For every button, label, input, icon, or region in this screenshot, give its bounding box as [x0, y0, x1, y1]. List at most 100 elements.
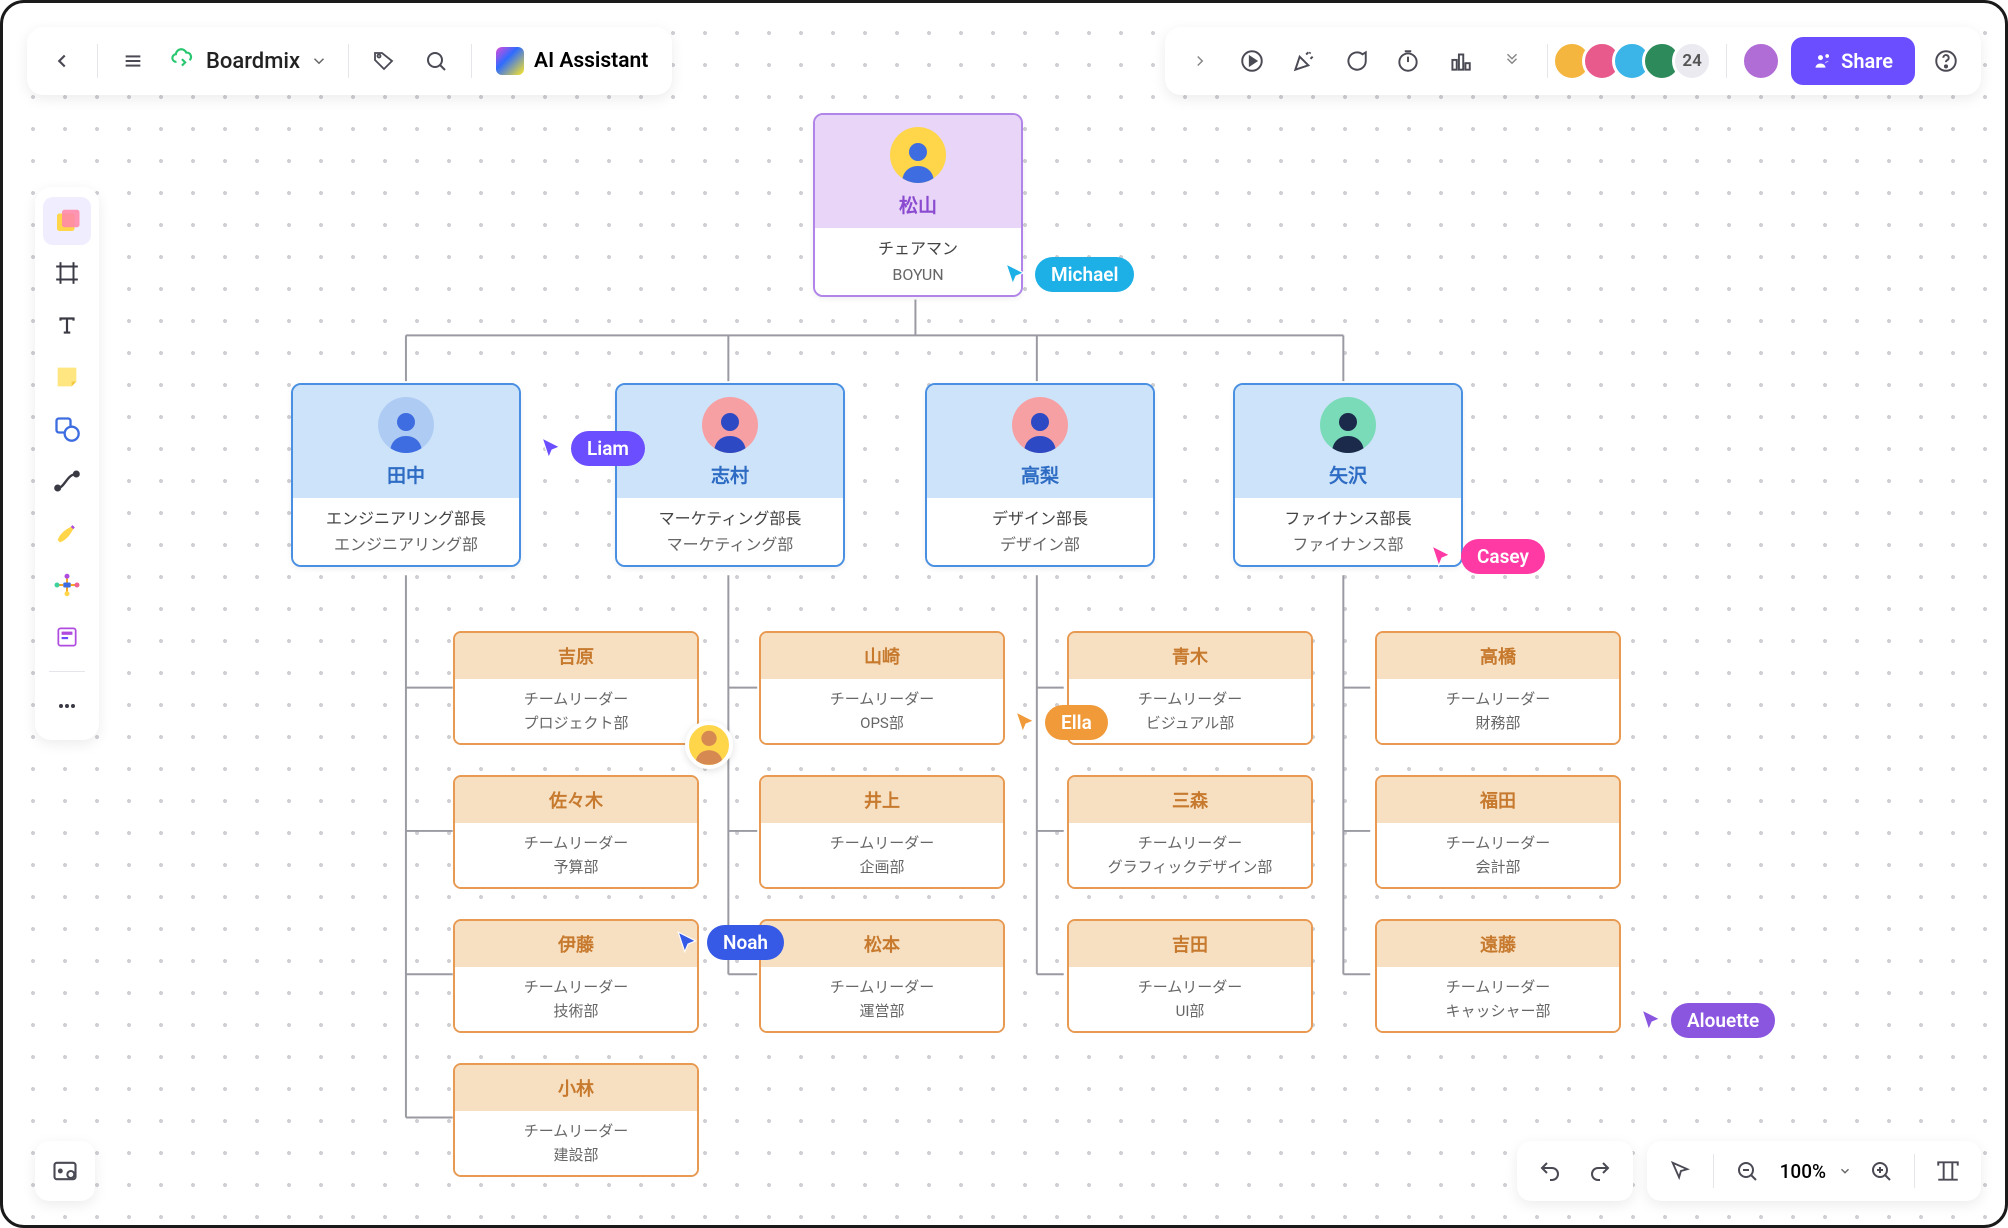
zoom-in-button[interactable]	[1860, 1150, 1902, 1192]
sticky-tool[interactable]	[43, 197, 91, 245]
node-name: 松山	[899, 191, 937, 218]
back-button[interactable]	[41, 40, 83, 82]
search-button[interactable]	[415, 40, 457, 82]
document-title[interactable]: Boardmix	[164, 45, 334, 77]
cursor-label: Alouette	[1671, 1003, 1775, 1038]
zoom-level[interactable]: 100%	[1776, 1160, 1830, 1183]
team-node[interactable]: 伊藤 チームリーダー技術部	[453, 919, 699, 1033]
team-node[interactable]: 井上 チームリーダー企画部	[759, 775, 1005, 889]
team-node[interactable]: 三森 チームリーダーグラフィックデザイン部	[1067, 775, 1313, 889]
team-name: 福田	[1377, 777, 1619, 823]
redo-button[interactable]	[1579, 1150, 1621, 1192]
team-node[interactable]: 遠藤 チームリーダーキャッシャー部	[1375, 919, 1621, 1033]
team-name: 三森	[1069, 777, 1311, 823]
timer-button[interactable]	[1387, 40, 1429, 82]
more-tools-button[interactable]	[1491, 40, 1533, 82]
collaborator-cursor: Liam	[539, 431, 645, 466]
team-node[interactable]: 山崎 チームリーダーOPS部	[759, 631, 1005, 745]
cursor-label: Liam	[571, 431, 645, 466]
menu-button[interactable]	[112, 40, 154, 82]
collaborator-cursor: Noah	[675, 925, 784, 960]
org-node[interactable]: 田中 エンジニアリング部長エンジニアリング部	[291, 383, 521, 567]
org-node[interactable]: 松山 チェアマンBOYUN	[813, 113, 1023, 297]
vote-button[interactable]	[1439, 40, 1481, 82]
more-tools[interactable]	[43, 682, 91, 730]
org-node[interactable]: 高梨 デザイン部長デザイン部	[925, 383, 1155, 567]
ai-assistant-button[interactable]: AI Assistant	[486, 47, 658, 75]
team-name: 高橋	[1377, 633, 1619, 679]
fit-view-button[interactable]	[1927, 1150, 1969, 1192]
cursor-icon	[1429, 544, 1455, 570]
topbar-left: Boardmix AI Assistant	[27, 27, 672, 95]
team-name: 佐々木	[455, 777, 697, 823]
cloud-sync-icon	[170, 45, 196, 77]
cursor-label: Noah	[707, 925, 784, 960]
share-button[interactable]: Share	[1791, 37, 1915, 85]
node-body: マーケティング部長マーケティング部	[617, 498, 843, 565]
team-node[interactable]: 吉原 チームリーダープロジェクト部	[453, 631, 699, 745]
team-node[interactable]: 高橋 チームリーダー財務部	[1375, 631, 1621, 745]
team-node[interactable]: 吉田 チームリーダーUI部	[1067, 919, 1313, 1033]
cursor-label: Casey	[1461, 539, 1545, 574]
expand-tools-button[interactable]	[1179, 40, 1221, 82]
node-body: ファイナンス部長ファイナンス部	[1235, 498, 1461, 565]
share-label: Share	[1841, 49, 1893, 73]
present-button[interactable]	[1231, 40, 1273, 82]
undo-button[interactable]	[1529, 1150, 1571, 1192]
team-node[interactable]: 松本 チームリーダー運営部	[759, 919, 1005, 1033]
left-toolbar	[35, 187, 99, 740]
team-node[interactable]: 福田 チームリーダー会計部	[1375, 775, 1621, 889]
team-name: 松本	[761, 921, 1003, 967]
team-name: 吉田	[1069, 921, 1311, 967]
team-body: チームリーダーグラフィックデザイン部	[1069, 823, 1311, 887]
collaborator-cursor: Alouette	[1639, 1003, 1775, 1038]
team-name: 吉原	[455, 633, 697, 679]
team-body: チームリーダーキャッシャー部	[1377, 967, 1619, 1031]
pointer-tool[interactable]	[1659, 1150, 1701, 1192]
connector-tool[interactable]	[43, 457, 91, 505]
team-body: チームリーダー会計部	[1377, 823, 1619, 887]
team-body: チームリーダー財務部	[1377, 679, 1619, 743]
team-body: チームリーダーUI部	[1069, 967, 1311, 1031]
comment-button[interactable]	[1335, 40, 1377, 82]
ai-logo-icon	[496, 47, 524, 75]
ai-assistant-label: AI Assistant	[534, 49, 648, 73]
cursor-icon	[1003, 262, 1029, 288]
node-body: チェアマンBOYUN	[815, 228, 1021, 295]
zoom-out-button[interactable]	[1726, 1150, 1768, 1192]
pen-tool[interactable]	[43, 509, 91, 557]
share-icon	[1813, 51, 1833, 71]
chevron-down-icon	[1838, 1164, 1852, 1178]
help-button[interactable]	[1925, 40, 1967, 82]
team-body: チームリーダー企画部	[761, 823, 1003, 887]
team-name: 小林	[455, 1065, 697, 1111]
team-name: 青木	[1069, 633, 1311, 679]
minimap-button[interactable]	[35, 1141, 95, 1201]
cursor-label: Michael	[1035, 257, 1134, 292]
team-body: チームリーダープロジェクト部	[455, 679, 697, 743]
node-body: デザイン部長デザイン部	[927, 498, 1153, 565]
org-node[interactable]: 志村 マーケティング部長マーケティング部	[615, 383, 845, 567]
host-avatar[interactable]	[1741, 41, 1781, 81]
avatar-overflow-count[interactable]: 24	[1672, 41, 1712, 81]
text-tool[interactable]	[43, 301, 91, 349]
collaborator-cursor: Michael	[1003, 257, 1134, 292]
team-name: 山崎	[761, 633, 1003, 679]
floating-avatar[interactable]	[685, 721, 733, 769]
collaborator-avatars[interactable]: 24	[1562, 41, 1712, 81]
node-name: 高梨	[1021, 461, 1059, 488]
team-node[interactable]: 佐々木 チームリーダー予算部	[453, 775, 699, 889]
team-name: 井上	[761, 777, 1003, 823]
celebrate-button[interactable]	[1283, 40, 1325, 82]
mindmap-tool[interactable]	[43, 561, 91, 609]
tag-button[interactable]	[363, 40, 405, 82]
document-title-text: Boardmix	[206, 49, 300, 74]
topbar-right: 24 Share	[1165, 27, 1981, 95]
note-tool[interactable]	[43, 353, 91, 401]
cursor-icon	[675, 930, 701, 956]
template-tool[interactable]	[43, 613, 91, 661]
collaborator-cursor: Ella	[1013, 705, 1108, 740]
shape-tool[interactable]	[43, 405, 91, 453]
team-node[interactable]: 小林 チームリーダー建設部	[453, 1063, 699, 1177]
frame-tool[interactable]	[43, 249, 91, 297]
